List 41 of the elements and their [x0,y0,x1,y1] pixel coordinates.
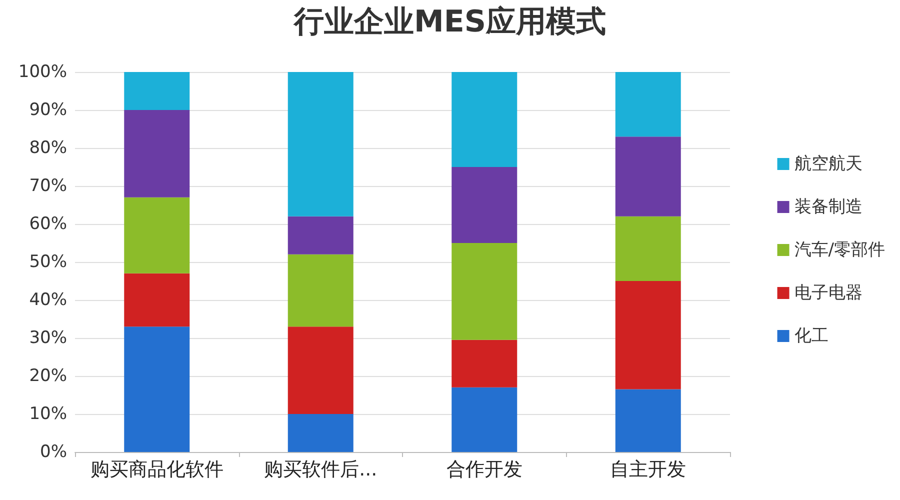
bar [452,340,518,388]
bar [288,414,354,452]
bar [124,110,190,198]
bar [288,254,354,327]
y-tick-label: 100% [18,62,67,82]
bar [288,72,354,216]
legend-label: 装备制造 [794,197,862,217]
legend-label: 汽车/零部件 [794,240,886,260]
y-tick-label: 60% [29,214,67,234]
x-tick-label: 购买商品化软件 [90,458,224,480]
bar [452,167,518,243]
bar [288,216,354,254]
chart-title: 行业企业MES应用模式 [293,4,606,40]
y-tick-label: 50% [29,252,67,272]
bar [615,136,681,216]
bar [615,216,681,281]
bar [124,72,190,110]
y-tick-label: 40% [29,290,67,310]
bar [124,326,190,452]
bar [288,326,354,414]
y-tick-label: 70% [29,176,67,196]
y-tick-label: 0% [40,442,67,462]
y-tick-label: 20% [29,366,67,386]
x-tick-label: 自主开发 [610,458,686,480]
x-tick-label: 合作开发 [446,458,522,480]
bar [452,243,518,340]
y-tick-label: 30% [29,328,67,348]
bar [615,281,681,390]
y-tick-label: 80% [29,138,67,158]
legend-label: 电子电器 [794,283,862,303]
bar [615,72,681,137]
x-tick-label: 购买软件后... [264,458,378,480]
bar [615,389,681,452]
bar [124,273,190,327]
legend-label: 航空航天 [794,154,862,174]
bar [124,197,190,274]
bar [452,387,518,452]
bar [452,72,518,167]
legend-label: 化工 [794,326,828,346]
y-tick-label: 10% [29,404,67,424]
y-tick-label: 90% [29,100,67,120]
